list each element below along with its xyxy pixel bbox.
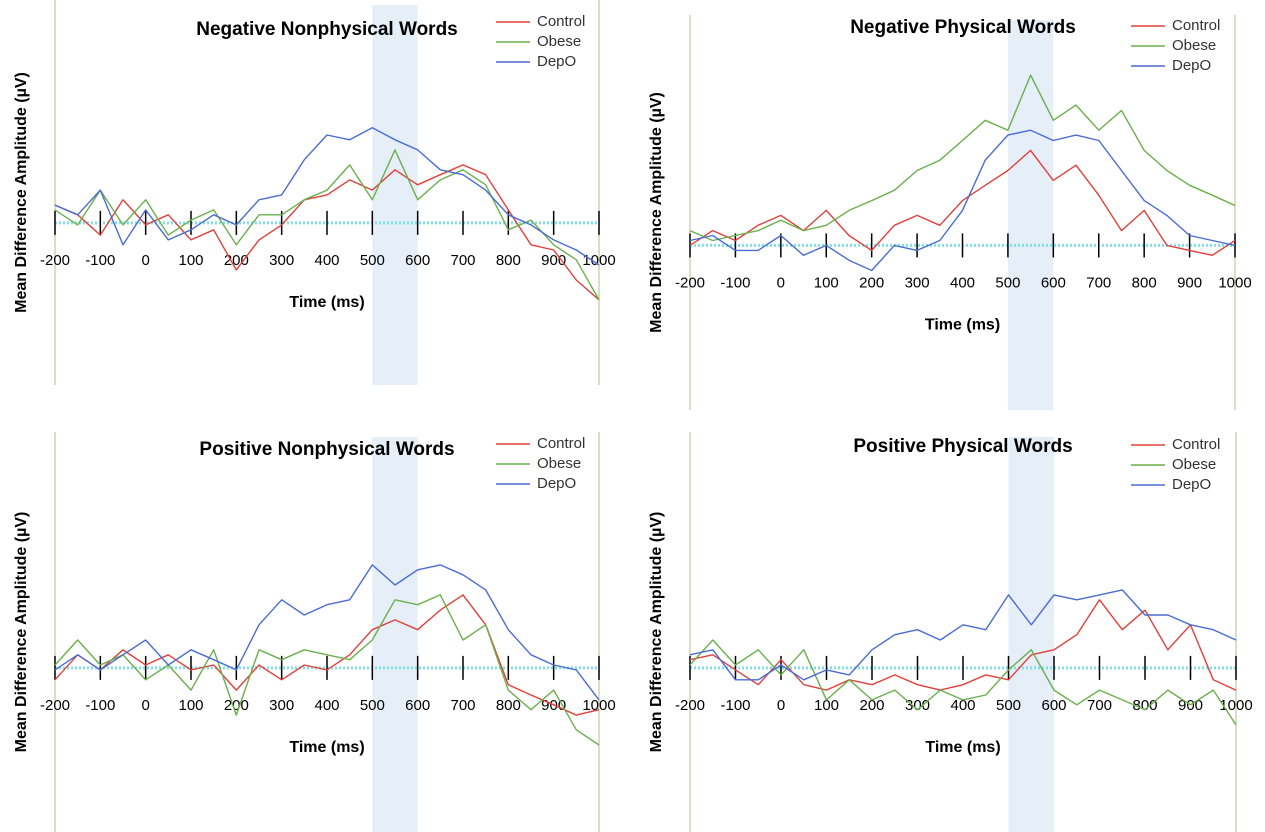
series-line <box>689 149 1236 256</box>
x-tick-label: -200 <box>40 252 70 269</box>
y-axis-label: Mean Difference Amplitude (µV) <box>13 512 30 753</box>
x-axis-label: Time (ms) <box>925 317 1000 334</box>
x-tick-label: 900 <box>1177 274 1202 291</box>
x-tick-label: 600 <box>1041 697 1066 714</box>
x-tick-label: 500 <box>360 697 385 714</box>
x-tick-label: -100 <box>720 697 750 714</box>
x-tick-label: 200 <box>859 274 884 291</box>
x-tick-label: 600 <box>405 697 430 714</box>
x-tick-label: 800 <box>496 697 521 714</box>
x-tick-label: 700 <box>450 252 475 269</box>
chart-panel: -200 -100 0 100 200 300 400 500 600 700 800 900 1000… <box>648 15 1252 410</box>
x-tick-label: 300 <box>269 697 294 714</box>
x-tick-label: -100 <box>85 697 115 714</box>
x-tick-label: 900 <box>541 252 566 269</box>
x-tick-label: 300 <box>905 274 930 291</box>
x-axis-label: Time (ms) <box>925 739 1000 756</box>
x-tick-label: 200 <box>224 252 249 269</box>
x-tick-label: 500 <box>995 274 1020 291</box>
x-tick-label: 1000 <box>582 252 615 269</box>
chart-panel: -200 -100 0 100 200 300 400 500 600 700 800 900 1000… <box>648 432 1253 832</box>
chart-title: Positive Nonphysical Words <box>199 439 454 460</box>
legend-label: Obese <box>537 455 581 472</box>
series-line <box>689 129 1236 272</box>
x-tick-label: 1000 <box>1219 697 1252 714</box>
x-tick-label: -200 <box>675 274 705 291</box>
y-axis-label: Mean Difference Amplitude (µV) <box>13 72 30 313</box>
x-tick-label: 0 <box>141 252 149 269</box>
x-tick-label: 700 <box>450 697 475 714</box>
x-tick-label: -200 <box>40 697 70 714</box>
series-line <box>689 74 1236 242</box>
x-tick-label: 100 <box>814 697 839 714</box>
series-line <box>689 599 1237 691</box>
x-tick-label: 400 <box>950 697 975 714</box>
x-tick-label: 800 <box>496 252 521 269</box>
highlight-band <box>372 5 418 385</box>
x-tick-label: 100 <box>814 274 839 291</box>
x-tick-label: 400 <box>950 274 975 291</box>
highlight-band <box>1007 20 1054 410</box>
chart-panel: -200 -100 0 100 200 300 400 500 600 700 800 900 1000… <box>13 432 616 832</box>
series-line <box>54 164 600 301</box>
x-tick-label: 800 <box>1132 274 1157 291</box>
x-tick-label: 500 <box>996 697 1021 714</box>
x-tick-label: 600 <box>405 252 430 269</box>
chart-title: Negative Physical Words <box>850 17 1076 38</box>
legend-label: DepO <box>537 53 576 70</box>
series-line <box>54 127 600 266</box>
series-line <box>689 589 1237 681</box>
x-tick-label: 200 <box>859 697 884 714</box>
x-tick-label: 500 <box>360 252 385 269</box>
legend-label: DepO <box>537 475 576 492</box>
x-tick-label: -100 <box>720 274 750 291</box>
legend-label: Control <box>537 13 585 30</box>
x-tick-label: 0 <box>141 697 149 714</box>
y-axis-label: Mean Difference Amplitude (µV) <box>648 92 665 333</box>
x-tick-label: 0 <box>777 697 785 714</box>
x-tick-label: 200 <box>224 697 249 714</box>
x-tick-label: 400 <box>314 697 339 714</box>
legend-label: DepO <box>1172 57 1211 74</box>
x-tick-label: -200 <box>675 697 705 714</box>
legend-label: Obese <box>1172 37 1216 54</box>
series-line <box>54 594 600 746</box>
highlight-band <box>1008 437 1054 832</box>
x-tick-label: 0 <box>777 274 785 291</box>
legend-label: DepO <box>1172 476 1211 493</box>
x-tick-label: 600 <box>1041 274 1066 291</box>
legend-label: Obese <box>1172 456 1216 473</box>
legend-label: Obese <box>537 33 581 50</box>
x-tick-label: -100 <box>85 252 115 269</box>
highlight-band <box>372 437 418 832</box>
x-tick-label: 800 <box>1132 697 1157 714</box>
legend-label: Control <box>1172 436 1220 453</box>
series-line <box>689 639 1237 726</box>
x-tick-label: 700 <box>1086 274 1111 291</box>
x-tick-label: 300 <box>269 252 294 269</box>
chart-title: Negative Nonphysical Words <box>196 19 458 40</box>
x-tick-label: 400 <box>314 252 339 269</box>
series-line <box>54 594 600 716</box>
x-tick-label: 100 <box>178 252 203 269</box>
series-line <box>54 564 600 701</box>
legend-label: Control <box>1172 17 1220 34</box>
legend-label: Control <box>537 435 585 452</box>
series-line <box>54 149 600 301</box>
x-tick-label: 100 <box>178 697 203 714</box>
chart-panel: -200 -100 0 100 200 300 400 500 600 700 800 900 1000… <box>13 0 616 385</box>
chart-title: Positive Physical Words <box>853 436 1072 457</box>
x-tick-label: 1000 <box>582 697 615 714</box>
x-tick-label: 1000 <box>1218 274 1251 291</box>
x-axis-label: Time (ms) <box>289 294 364 311</box>
y-axis-label: Mean Difference Amplitude (µV) <box>648 512 665 753</box>
x-axis-label: Time (ms) <box>289 739 364 756</box>
x-tick-label: 700 <box>1087 697 1112 714</box>
x-tick-label: 300 <box>905 697 930 714</box>
